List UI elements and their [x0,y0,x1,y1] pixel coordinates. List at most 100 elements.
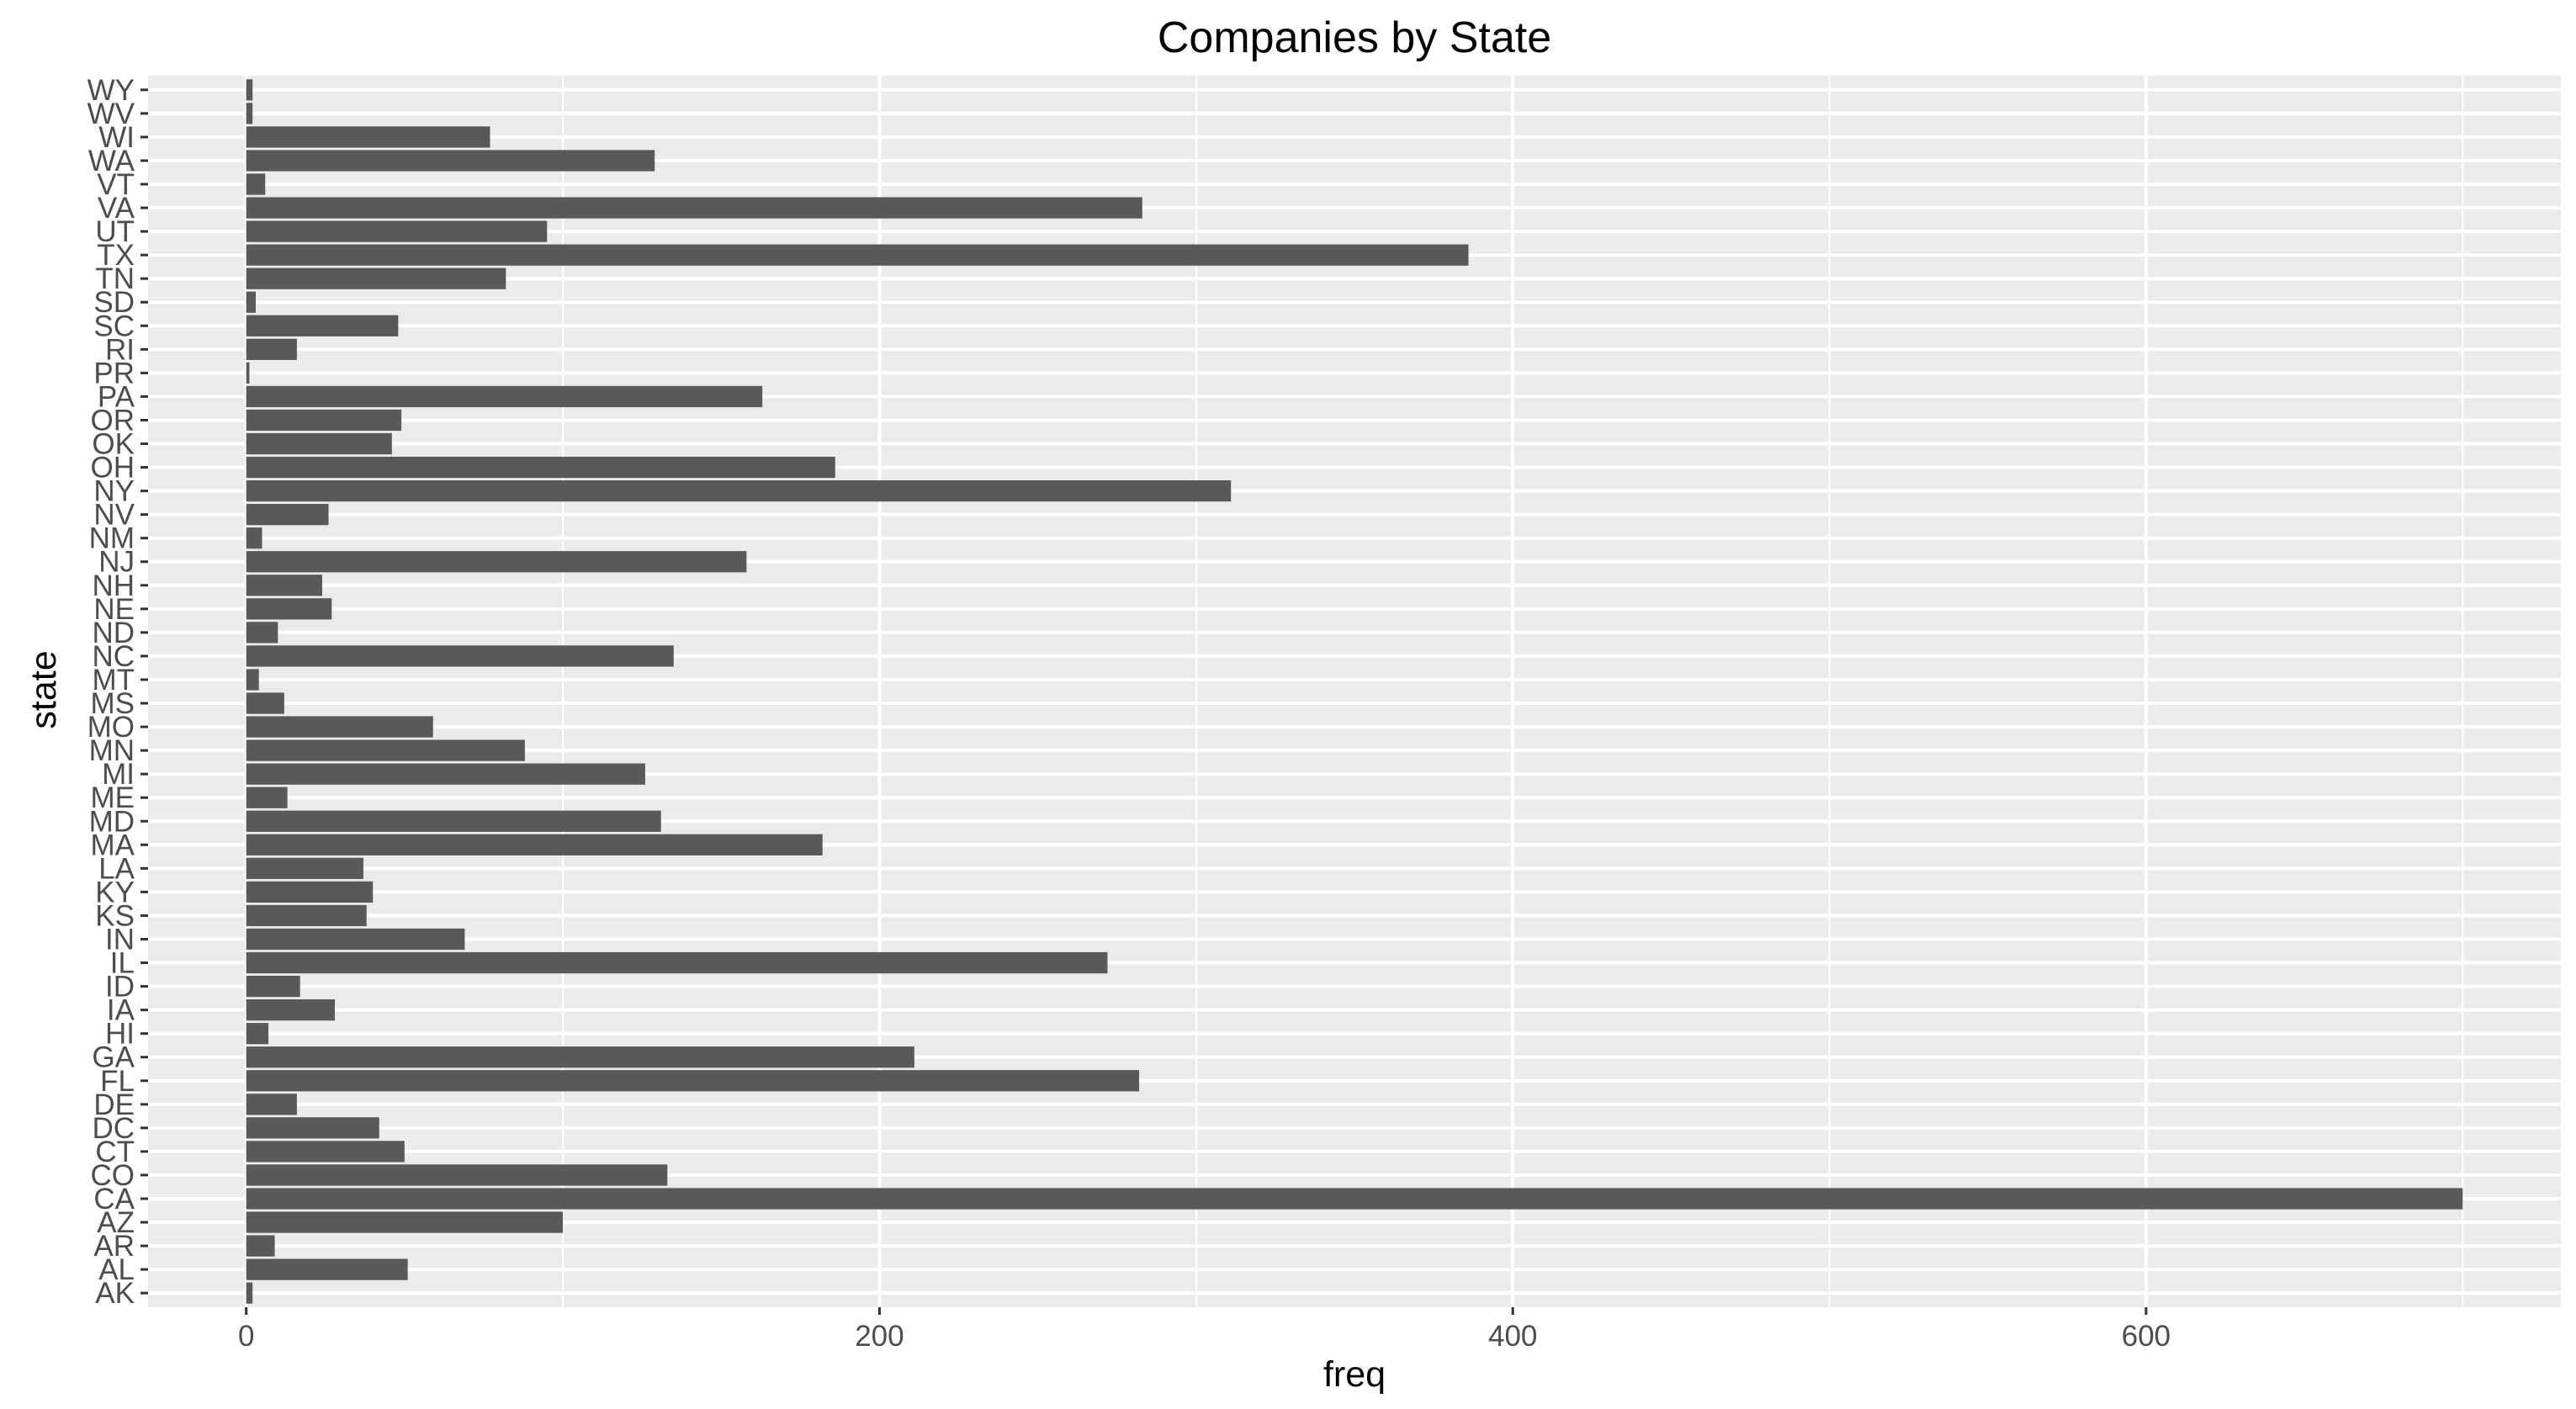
bar-ok [246,432,392,455]
y-tick-label: AZ [97,1206,135,1239]
y-tick-label: KS [95,899,135,932]
y-tick-label: IA [107,994,135,1027]
y-axis: AKALARAZCACOCTDCDEFLGAHIIAIDILINKSKYLAMA… [87,74,148,1310]
y-tick-label: MN [89,734,135,767]
bar-al [246,1258,408,1280]
x-axis: 0 200 400 600 [238,1307,2171,1353]
y-tick-label: MT [92,664,135,697]
bar-ca [246,1188,2463,1210]
bar-id [246,975,300,998]
bar-ne [246,598,332,620]
y-tick-label: KY [95,876,135,908]
bar-ri [246,338,297,360]
bar-ia [246,999,336,1021]
chart-title: Companies by State [1158,13,1551,62]
bars [246,79,2463,1304]
y-tick-label: DC [92,1112,135,1145]
bar-ma [246,834,823,855]
bar-md [246,810,661,832]
y-tick-label: AL [98,1253,135,1286]
bar-ga [246,1046,914,1068]
y-tick-label: MS [91,687,135,720]
y-tick-label: CO [91,1159,135,1192]
bar-sd [246,291,256,313]
bar-ak [246,1282,253,1304]
y-tick-label: DE [93,1089,135,1121]
bar-il [246,951,1108,974]
bar-va [246,197,1142,219]
bar-or [246,409,402,432]
bar-dc [246,1117,379,1139]
y-tick-label: CT [95,1136,135,1168]
bar-ar [246,1235,275,1257]
y-tick-label: GA [92,1041,135,1074]
bar-mo [246,716,433,738]
bar-nc [246,645,674,667]
y-tick-label: NE [93,593,135,626]
y-tick-label: UT [95,215,135,248]
bar-fl [246,1070,1140,1092]
y-tick-label: CA [93,1183,135,1216]
bar-wi [246,126,490,148]
x-tick-label: 600 [2122,1320,2171,1353]
bar-ks [246,904,367,927]
y-tick-label: VT [97,168,135,201]
bar-ut [246,220,548,242]
y-tick-label: MO [87,711,135,744]
y-tick-label: NC [92,640,135,673]
bar-mi [246,763,645,785]
y-tick-label: WY [87,74,135,107]
y-tick-label: NH [92,569,135,602]
bar-la [246,857,363,879]
bar-in [246,928,465,951]
y-tick-label: ID [105,971,135,1004]
y-tick-label: MA [91,829,135,861]
y-tick-label: IL [110,947,135,980]
bar-az [246,1211,564,1233]
bar-ct [246,1141,405,1163]
y-tick-label: SC [93,310,135,342]
bar-hi [246,1023,269,1045]
y-tick-label: TN [95,262,135,295]
y-tick-label: OH [91,452,135,485]
bar-pa [246,385,763,408]
bar-co [246,1164,668,1186]
y-tick-label: PA [98,380,135,413]
y-tick-label: VA [98,192,135,225]
bar-nh [246,575,323,596]
bar-oh [246,456,835,479]
bar-nv [246,504,329,526]
plot-panel [148,76,2561,1307]
y-tick-label: HI [105,1018,135,1051]
bar-nj [246,551,747,573]
y-tick-label: MI [102,758,135,791]
y-tick-label: ME [91,781,135,814]
x-axis-title: freq [1323,1354,1386,1395]
y-tick-label: NM [89,522,135,555]
bar-nm [246,527,262,549]
y-tick-label: RI [105,333,135,366]
y-tick-label: OK [92,428,135,461]
y-tick-label: AR [93,1230,135,1263]
y-tick-label: FL [100,1065,135,1098]
bar-de [246,1094,297,1115]
bar-me [246,787,288,808]
y-tick-label: MD [89,805,135,838]
y-tick-label: AK [95,1277,135,1310]
bar-pr [246,362,250,384]
y-tick-label: OR [91,404,135,437]
bar-tx [246,244,1469,266]
x-tick-label: 400 [1488,1320,1537,1353]
bar-ky [246,881,374,903]
bar-vt [246,173,266,195]
x-tick-label: 0 [238,1320,254,1353]
y-tick-label: WV [87,98,135,130]
y-tick-label: NJ [98,546,135,579]
bar-tn [246,267,506,289]
y-tick-label: WA [88,145,135,177]
bar-sc [246,315,399,336]
y-tick-label: TX [97,239,135,272]
bar-ms [246,692,284,714]
y-tick-label: ND [92,617,135,649]
